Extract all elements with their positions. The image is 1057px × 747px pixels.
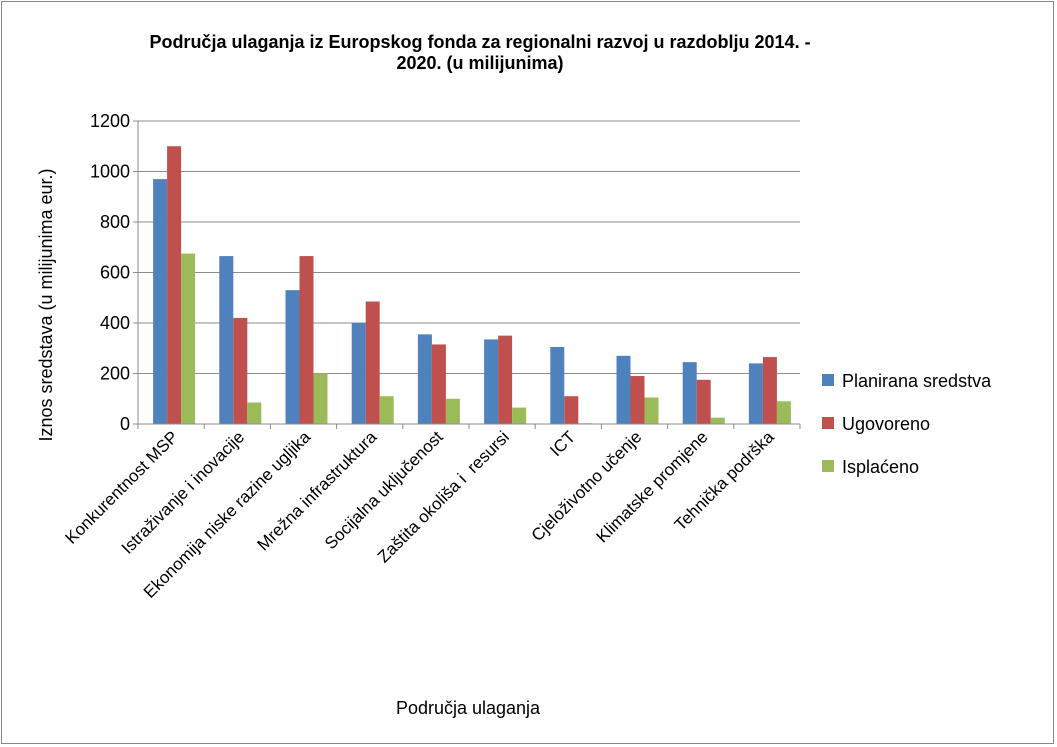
- bar: [351, 323, 366, 424]
- bar: [484, 339, 499, 424]
- legend-swatch: [822, 374, 834, 386]
- y-tick-label: 800: [100, 212, 130, 232]
- bar: [710, 417, 725, 424]
- x-tick-label: Zaštita okoliša i resursi: [374, 427, 513, 566]
- y-tick-label: 1000: [90, 162, 130, 182]
- y-axis-title: Iznos sredstava (u milijunima eur.): [36, 168, 56, 441]
- legend-label: Planirana sredstva: [842, 371, 992, 391]
- bar: [644, 397, 659, 424]
- bar: [181, 253, 196, 424]
- bar: [696, 379, 711, 424]
- legend-swatch: [822, 417, 834, 429]
- x-tick-label: Mrežna infrastruktura: [254, 427, 381, 554]
- x-tick-label: ICT: [546, 427, 579, 460]
- bar: [219, 256, 234, 424]
- y-tick-label: 0: [120, 414, 130, 434]
- x-tick-label: Klimatske promjene: [593, 427, 712, 546]
- bar: [299, 256, 314, 424]
- bar: [748, 363, 763, 424]
- y-tick-label: 400: [100, 313, 130, 333]
- bar: [431, 344, 446, 424]
- legend-label: Ugovoreno: [842, 414, 930, 434]
- bar: [153, 179, 168, 424]
- bar: [285, 290, 300, 424]
- y-tick-label: 1200: [90, 111, 130, 131]
- legend-label: Isplaćeno: [842, 457, 919, 477]
- bar: [498, 335, 513, 424]
- x-axis-title: Područja ulaganja: [396, 698, 541, 718]
- x-tick-label: Cjeloživotno učenje: [528, 427, 646, 545]
- bar: [417, 334, 432, 424]
- x-tick-label: Istraživanje i inovacije: [118, 427, 248, 557]
- y-tick-label: 600: [100, 263, 130, 283]
- bar: [550, 346, 565, 424]
- bar: [630, 376, 645, 424]
- bar: [445, 398, 460, 424]
- chart-title: Područja ulaganja iz Europskog fonda za …: [149, 32, 811, 73]
- bar: [512, 407, 527, 424]
- x-tick-label: Konkurentnost MSP: [62, 427, 182, 547]
- bar: [682, 362, 697, 424]
- bar: [762, 357, 777, 424]
- bar: [564, 396, 579, 424]
- bar: [365, 301, 380, 424]
- bar: [247, 402, 262, 424]
- bar: [379, 396, 394, 424]
- y-tick-label: 200: [100, 364, 130, 384]
- bar: [313, 373, 328, 424]
- bar: [233, 317, 248, 424]
- bar: [616, 355, 631, 424]
- bar: [167, 146, 182, 424]
- x-tick-label: Socijalna uključenost: [321, 427, 447, 553]
- bar: [776, 401, 791, 424]
- legend-swatch: [822, 460, 834, 472]
